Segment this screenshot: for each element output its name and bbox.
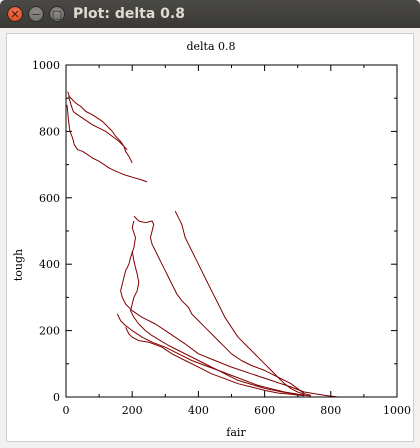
series-line-5 [133, 215, 312, 396]
y-tick-label: 0 [53, 391, 60, 404]
plot-border [65, 64, 398, 398]
x-axis-label: fair [226, 426, 246, 439]
chart: delta 0.8 fair tough 0 200 400 600 800 1000 0 2… [12, 40, 411, 439]
series-line-6 [174, 210, 305, 395]
series-line-1 [67, 91, 133, 164]
chart-title: delta 0.8 [186, 40, 235, 53]
series-line-3 [66, 104, 148, 183]
window-title: Plot: delta 0.8 [73, 6, 185, 22]
minimize-button[interactable]: − [28, 6, 44, 22]
maximize-icon: □ [51, 7, 63, 21]
close-icon: ✕ [10, 7, 20, 21]
plot-area: delta 0.8 fair tough 0 200 400 600 800 1000 0 2… [6, 33, 414, 442]
x-tick-label: 1000 [383, 404, 411, 417]
x-tick-label: 600 [254, 404, 275, 417]
close-button[interactable]: ✕ [7, 6, 23, 22]
series-line-8 [125, 327, 305, 397]
y-tick-label: 1000 [32, 59, 60, 72]
y-axis-label: tough [12, 249, 25, 281]
maximize-button[interactable]: □ [49, 6, 65, 22]
title-bar[interactable]: ✕ − □ Plot: delta 0.8 [0, 0, 420, 28]
x-tick-label: 400 [188, 404, 209, 417]
y-tick-label: 800 [39, 125, 60, 138]
y-tick-label: 200 [39, 325, 60, 338]
y-tick-label: 400 [39, 258, 60, 271]
series-line-2 [68, 96, 128, 151]
x-tick-label: 800 [320, 404, 341, 417]
x-tick-label: 0 [63, 404, 70, 417]
minimize-icon: − [31, 7, 41, 21]
series-line-7 [116, 313, 311, 397]
y-tick-label: 600 [39, 192, 60, 205]
x-tick-label: 200 [122, 404, 143, 417]
series-line-4 [120, 220, 397, 398]
series-line-9 [130, 250, 298, 395]
